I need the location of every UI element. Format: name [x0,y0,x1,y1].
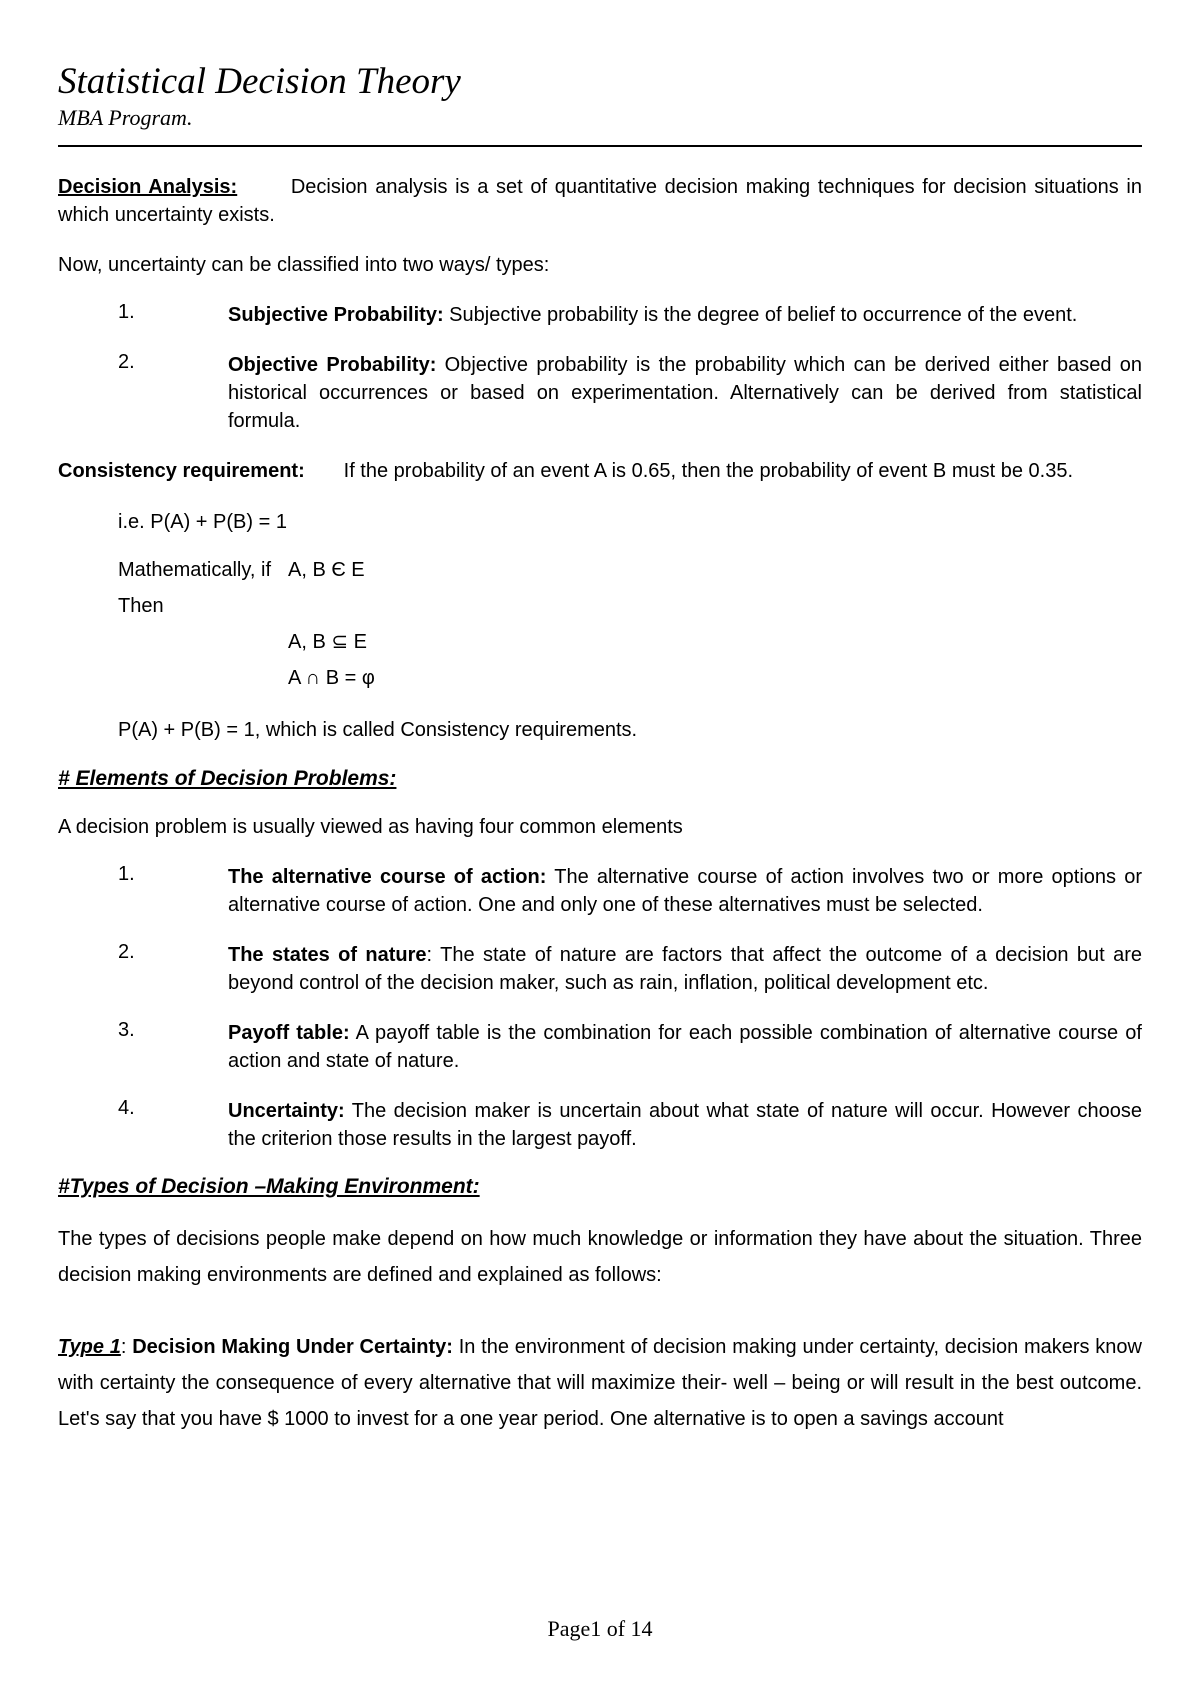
math-row: A, B ⊆ E [118,627,1142,657]
math-val: A, B ⊆ E [288,627,1142,657]
list-item: 2. Objective Probability: Objective prob… [58,351,1142,435]
list-item-text: Subjective probability is the degree of … [444,304,1078,326]
page: Statistical Decision Theory MBA Program.… [0,0,1200,1697]
consistency-label: Consistency requirement: [58,460,305,482]
math-label: Mathematically, if [118,555,288,585]
decision-analysis-label: Decision Analysis: [58,176,237,198]
list-item-bold: The states of nature [228,944,427,966]
list-item: 3. Payoff table: A payoff table is the c… [58,1019,1142,1075]
math-val: A ∩ B = φ [288,663,1142,693]
math-line: i.e. P(A) + P(B) = 1 [118,507,1142,537]
list-item-bold: Objective Probability: [228,354,436,376]
consistency-para: Consistency requirement: If the probabil… [58,457,1142,485]
math-label [118,627,288,657]
page-title: Statistical Decision Theory [58,60,1142,103]
list-number: 4. [58,1097,168,1120]
title-rule [58,145,1142,147]
list-item: 4. Uncertainty: The decision maker is un… [58,1097,1142,1153]
list-item-bold: Uncertainty: [228,1100,345,1122]
list-item: 1. The alternative course of action: The… [58,863,1142,919]
page-subtitle: MBA Program. [58,105,1142,131]
math-row: Then [118,591,1142,621]
list-item: 1. Subjective Probability: Subjective pr… [58,301,1142,329]
types-env-intro: The types of decisions people make depen… [58,1221,1142,1293]
consistency-math-block: i.e. P(A) + P(B) = 1 Mathematically, if … [118,507,1142,745]
uncertainty-intro: Now, uncertainty can be classified into … [58,251,1142,279]
decision-analysis-para: Decision Analysis: Decision analysis is … [58,173,1142,229]
list-item-bold: Subjective Probability: [228,304,444,326]
math-row: A ∩ B = φ [118,663,1142,693]
list-number: 2. [58,351,168,374]
math-val: A, B Є E [288,555,1142,585]
math-val [288,591,1142,621]
page-footer: Page1 of 14 [0,1616,1200,1642]
list-number: 1. [58,301,168,324]
list-item: 2. The states of nature: The state of na… [58,941,1142,997]
list-item-bold: The alternative course of action: [228,866,546,888]
type1-para: Type 1: Decision Making Under Certainty:… [58,1329,1142,1437]
list-number: 3. [58,1019,168,1042]
elements-heading: # Elements of Decision Problems: [58,767,1142,791]
list-item-bold: Payoff table: [228,1022,350,1044]
spacer [58,1315,1142,1329]
elements-list: 1. The alternative course of action: The… [58,863,1142,1153]
list-item-text: A payoff table is the combination for ea… [228,1022,1142,1072]
list-number: 2. [58,941,168,964]
type1-label: Type 1 [58,1336,121,1358]
list-item-text: The decision maker is uncertain about wh… [228,1100,1142,1150]
math-label [118,663,288,693]
elements-intro: A decision problem is usually viewed as … [58,813,1142,841]
types-env-heading: #Types of Decision –Making Environment: [58,1175,1142,1199]
uncertainty-list: 1. Subjective Probability: Subjective pr… [58,301,1142,435]
type1-bold: Decision Making Under Certainty: [132,1336,453,1358]
consistency-text: If the probability of an event A is 0.65… [344,460,1073,482]
math-label: Then [118,591,288,621]
list-number: 1. [58,863,168,886]
math-row: Mathematically, if A, B Є E [118,555,1142,585]
math-line: P(A) + P(B) = 1, which is called Consist… [118,715,1142,745]
